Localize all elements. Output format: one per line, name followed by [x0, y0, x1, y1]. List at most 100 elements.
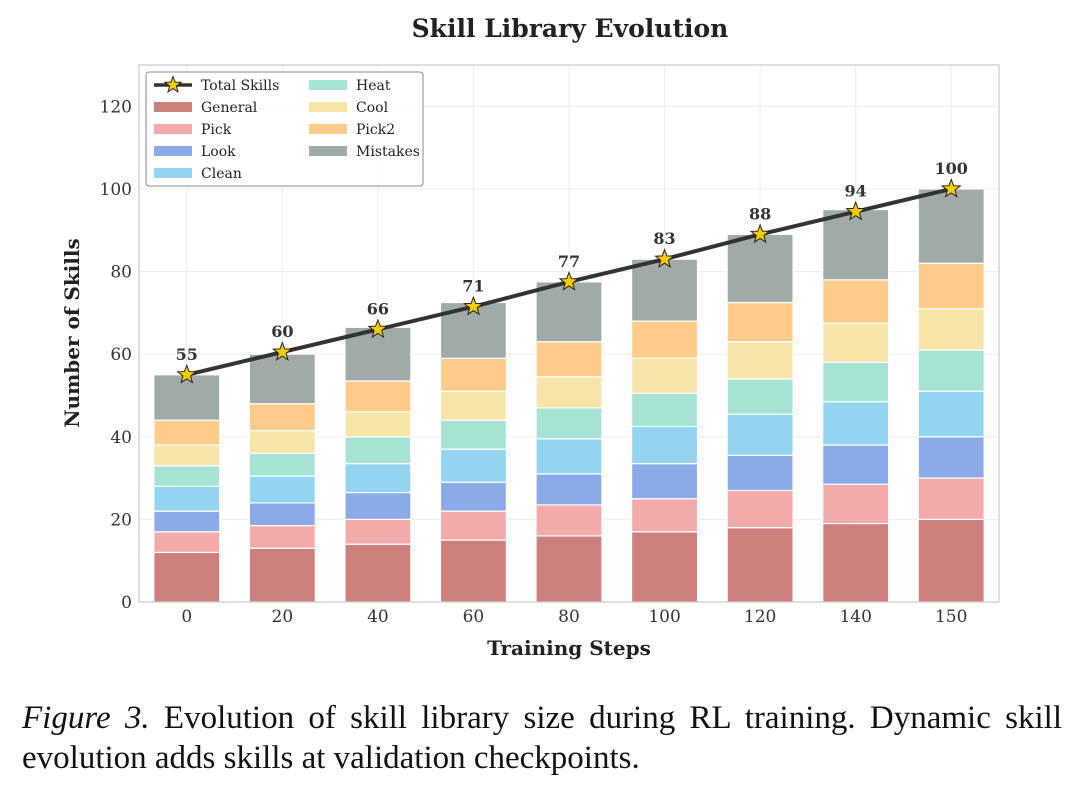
bar-segment-general-150 [917, 518, 985, 603]
bar-segment-clean-100 [630, 425, 699, 465]
bar-segment-pick2-60 [439, 357, 508, 392]
legend-label-total skills: Total Skills [201, 78, 279, 94]
bar-segment-pick2-100 [630, 320, 699, 359]
bar-segment-pick-150 [917, 477, 985, 520]
bar-segment-pick2-0 [153, 419, 221, 446]
chart-title: Skill Library Evolution [412, 14, 729, 43]
bar-segment-cool-40 [344, 411, 412, 438]
bar-segment-general-0 [153, 551, 221, 603]
legend-label-clean: Clean [201, 166, 242, 182]
bar-segment-heat-80 [535, 407, 603, 440]
legend-box [145, 71, 424, 187]
x-tick-label-120: 120 [744, 607, 776, 627]
bar-segment-pick-60 [439, 510, 508, 541]
bar-segment-clean-60 [439, 448, 508, 483]
bar-segment-cool-120 [726, 341, 794, 380]
bar-segment-general-60 [439, 539, 508, 603]
total-label-100: 83 [653, 229, 675, 248]
bar-segment-cool-100 [630, 357, 699, 394]
legend-label-pick2: Pick2 [356, 122, 395, 138]
total-marker-40 [367, 318, 389, 339]
bar-segment-pick-140 [822, 483, 890, 525]
bar-segment-clean-120 [726, 413, 794, 456]
stacked-bar-chart: Skill Library Evolution 55 60 66 71 77 83 88 94… [60, 14, 1000, 660]
y-tick-label-100: 100 [100, 180, 132, 200]
bar-segment-pick-40 [344, 518, 412, 545]
bar-segment-heat-20 [248, 452, 316, 477]
bar-segment-look-60 [439, 481, 508, 512]
bar-segment-look-80 [535, 473, 603, 506]
bar-segment-general-100 [630, 531, 699, 603]
bar-segment-cool-20 [248, 429, 316, 454]
bar-segment-clean-20 [248, 475, 316, 504]
bar-segment-cool-150 [917, 308, 985, 351]
x-tick-label-0: 0 [181, 607, 192, 627]
bar-segment-pick2-40 [344, 380, 412, 413]
legend-swatch-cool [309, 102, 347, 112]
bar-segment-heat-40 [344, 436, 412, 465]
total-label-80: 77 [558, 252, 580, 271]
x-tick-label-140: 140 [839, 607, 871, 627]
legend-swatch-look [154, 146, 192, 156]
bar-segment-clean-140 [822, 401, 890, 446]
legend-label-heat: Heat [356, 78, 391, 94]
bar-segment-cool-140 [822, 322, 890, 364]
y-tick-label-120: 120 [100, 97, 132, 117]
y-tick-label-40: 40 [110, 428, 132, 448]
total-marker-60 [463, 295, 484, 316]
legend-swatch-mistakes [309, 146, 347, 156]
total-marker-0 [176, 363, 198, 384]
bar-segment-heat-100 [630, 392, 699, 428]
total-label-150: 100 [935, 159, 968, 178]
total-label-140: 94 [845, 182, 867, 201]
figure-caption: Figure 3. Evolution of skill library siz… [22, 698, 1062, 778]
total-label-120: 88 [749, 204, 771, 223]
data-labels: 55 60 66 71 77 83 88 94 100 [176, 159, 968, 364]
legend-label-general: General [201, 100, 258, 116]
bar-segment-mistakes-120 [726, 233, 794, 304]
y-tick-label-80: 80 [110, 263, 132, 283]
bar-segment-look-20 [248, 502, 316, 527]
caption-text: Evolution of skill library size during R… [22, 700, 1062, 776]
bar-segment-pick2-150 [917, 262, 985, 310]
legend-label-pick: Pick [201, 122, 232, 138]
bar-segment-pick2-80 [535, 341, 603, 378]
bar-segment-cool-0 [153, 444, 221, 467]
bar-segment-cool-60 [439, 390, 508, 421]
bar-segment-clean-0 [153, 485, 221, 512]
legend-swatch-heat [309, 80, 347, 90]
bar-segment-pick2-120 [726, 301, 794, 343]
y-axis-label: Number of Skills [60, 238, 84, 427]
total-label-0: 55 [176, 345, 198, 364]
total-marker-20 [271, 341, 293, 361]
bar-segment-look-40 [344, 491, 412, 520]
bar-segment-mistakes-140 [822, 208, 890, 281]
bar-segment-mistakes-150 [917, 188, 985, 264]
bar-segment-clean-40 [344, 463, 412, 494]
x-tick-label-60: 60 [463, 607, 485, 627]
total-marker-100 [654, 248, 675, 268]
bar-segment-pick2-20 [248, 403, 316, 432]
y-tick-label-20: 20 [110, 510, 132, 530]
total-marker-140 [845, 200, 867, 221]
x-tick-label-80: 80 [558, 607, 580, 627]
x-tick-label-40: 40 [367, 607, 389, 627]
x-tick-label-100: 100 [648, 607, 680, 627]
bar-segment-pick-120 [726, 489, 794, 529]
chart-container: Skill Library Evolution 55 60 66 71 77 83 88 94… [60, 14, 1000, 660]
legend-swatch-general [154, 102, 192, 112]
y-tick-label-0: 0 [121, 593, 132, 613]
y-tick-label-60: 60 [110, 345, 132, 365]
bar-segment-clean-80 [535, 438, 603, 475]
bar-segment-mistakes-80 [535, 281, 603, 343]
bar-segment-clean-150 [917, 390, 985, 438]
legend-marker-total-skills [163, 75, 183, 94]
bar-segment-general-140 [822, 522, 890, 603]
bars [153, 188, 985, 603]
bar-segment-pick-0 [153, 531, 221, 554]
bar-segment-pick-20 [248, 524, 316, 549]
x-tick-label-20: 20 [272, 607, 294, 627]
total-marker-120 [749, 223, 771, 244]
bar-segment-pick2-140 [822, 279, 890, 324]
total-label-60: 71 [462, 277, 484, 296]
